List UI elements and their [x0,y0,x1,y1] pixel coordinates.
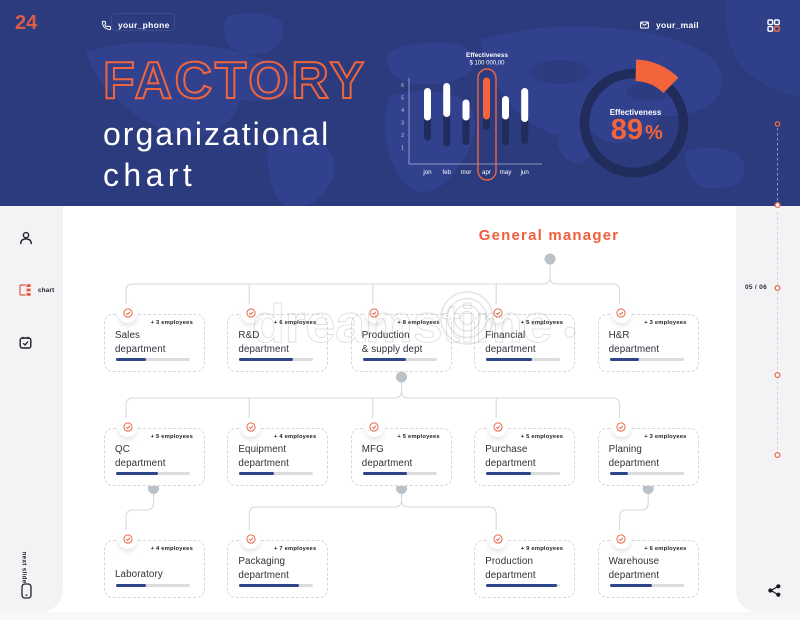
svg-text:jun: jun [520,169,530,176]
svg-text:4: 4 [401,108,404,114]
svg-text:$ 100 000,00: $ 100 000,00 [469,61,505,67]
svg-text:Effectiveness: Effectiveness [610,108,662,117]
svg-text:jon: jon [422,169,432,176]
svg-text:may: may [500,169,513,176]
svg-text:mor: mor [461,169,472,176]
svg-text:apr: apr [482,169,491,176]
svg-text:%: % [645,122,663,144]
svg-text:2: 2 [401,133,404,139]
svg-text:1: 1 [401,146,404,152]
svg-text:feb: feb [442,169,451,176]
svg-text:3: 3 [401,121,404,127]
svg-text:Effectiveness: Effectiveness [466,52,508,59]
svg-text:5: 5 [401,96,404,102]
svg-text:89: 89 [611,114,643,146]
svg-text:6: 6 [401,83,404,89]
